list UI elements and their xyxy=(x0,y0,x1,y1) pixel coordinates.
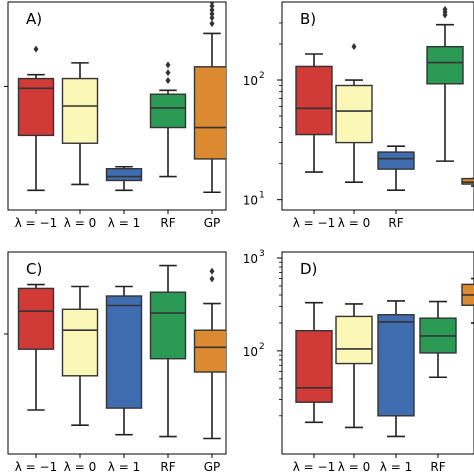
x-tick-label-rf: RF xyxy=(430,460,445,474)
box-iqr xyxy=(295,65,333,136)
box-iqr xyxy=(377,151,415,170)
panel-label: D) xyxy=(300,260,317,278)
box-lambda-1 xyxy=(377,300,415,438)
box-gp xyxy=(193,267,226,440)
x-tick-label-lambda-0: λ = 0 xyxy=(338,216,370,230)
box-iqr xyxy=(426,45,464,85)
y-tick-label-exp: 2 xyxy=(259,71,265,81)
box-rf xyxy=(149,264,187,438)
outlier-point xyxy=(351,43,357,51)
outlier-point xyxy=(209,2,215,10)
box-rf xyxy=(426,5,464,162)
box-rf xyxy=(149,61,187,178)
outlier-point xyxy=(209,275,215,283)
plot-area xyxy=(17,264,226,440)
outlier-point xyxy=(165,69,171,77)
y-tick-label: 10 xyxy=(243,74,258,88)
x-tick-label-lambda-m1: λ = −1 xyxy=(15,460,57,474)
box-lambda-1 xyxy=(105,165,143,192)
box-iqr xyxy=(105,168,143,182)
x-tick-label-lambda-m1: λ = −1 xyxy=(293,216,335,230)
box-iqr xyxy=(61,308,99,377)
box-iqr xyxy=(377,314,415,417)
box-lambda-m1 xyxy=(295,301,333,424)
x-tick-label-lambda-1: λ = 1 xyxy=(108,460,140,474)
panel-a: A) λ = −1 λ = 0 λ = 1 RF GP xyxy=(4,1,227,230)
box-lambda-0 xyxy=(335,303,373,429)
outlier-point xyxy=(209,267,215,275)
box-lambda-1 xyxy=(377,145,415,191)
axes-frame xyxy=(281,251,474,455)
x-tick-label-lambda-m1: λ = −1 xyxy=(15,216,57,230)
box-iqr xyxy=(295,329,333,403)
x-tick-label-lambda-m1: λ = −1 xyxy=(293,460,335,474)
outlier-point xyxy=(442,5,448,13)
x-tick-label-lambda-0: λ = 0 xyxy=(64,460,96,474)
outlier-point xyxy=(209,10,215,18)
y-tick-label: 10 xyxy=(243,252,258,266)
outlier-point xyxy=(209,14,215,22)
box-iqr xyxy=(193,329,226,373)
box-lambda-0 xyxy=(61,285,99,427)
panel-label: C) xyxy=(26,260,42,278)
box-iqr xyxy=(17,287,55,350)
y-tick-label: 10 xyxy=(243,194,258,208)
plot-area xyxy=(17,2,226,194)
box-lambda-m1 xyxy=(295,53,333,173)
axes-frame xyxy=(281,1,474,211)
panel-label: B) xyxy=(300,10,316,28)
x-tick-label-lambda-1: RF xyxy=(388,216,403,230)
y-tick-label-exp: 3 xyxy=(259,249,265,259)
box-iqr xyxy=(149,291,187,360)
box-lambda-1 xyxy=(105,285,143,436)
panel-b: B)10 210 1λ = −1 λ = 0 RF xyxy=(243,1,474,230)
plot-area xyxy=(295,277,474,438)
outlier-point xyxy=(33,45,39,53)
x-tick-label-lambda-0: λ = 0 xyxy=(338,460,370,474)
y-tick-label-exp: 1 xyxy=(259,191,265,201)
box-gp xyxy=(461,277,474,324)
box-lambda-0 xyxy=(61,62,99,186)
outlier-point xyxy=(165,77,171,85)
x-tick-label-gp: GP xyxy=(204,216,221,230)
box-gp xyxy=(461,177,474,187)
box-iqr xyxy=(193,66,226,160)
outlier-point xyxy=(209,20,215,28)
outlier-point xyxy=(165,61,171,69)
y-tick-label-exp: 2 xyxy=(259,342,265,352)
box-iqr xyxy=(335,315,373,365)
x-tick-label-lambda-0: λ = 0 xyxy=(64,216,96,230)
x-tick-label-rf: RF xyxy=(160,216,175,230)
box-lambda-m1 xyxy=(17,45,55,192)
plot-area xyxy=(295,5,474,191)
box-iqr xyxy=(461,177,474,185)
box-rf xyxy=(419,300,457,379)
y-tick-label: 10 xyxy=(243,345,258,359)
box-gp xyxy=(193,2,226,194)
box-iqr xyxy=(61,77,99,144)
x-tick-label-lambda-1: λ = 1 xyxy=(108,216,140,230)
outlier-point xyxy=(209,2,215,6)
box-iqr xyxy=(105,295,143,409)
outlier-point xyxy=(209,6,215,14)
box-iqr xyxy=(17,77,55,137)
box-iqr xyxy=(149,93,187,129)
box-lambda-0 xyxy=(335,43,373,183)
panel-label: A) xyxy=(26,10,42,28)
box-lambda-m1 xyxy=(17,283,55,411)
x-tick-label-lambda-1: λ = 1 xyxy=(380,460,412,474)
x-tick-label-gp: GP xyxy=(204,460,221,474)
x-tick-label-rf: RF xyxy=(160,460,175,474)
panel-c: C) λ = −1 λ = 0 λ = 1 RF GP xyxy=(4,251,227,474)
box-iqr xyxy=(335,84,373,144)
